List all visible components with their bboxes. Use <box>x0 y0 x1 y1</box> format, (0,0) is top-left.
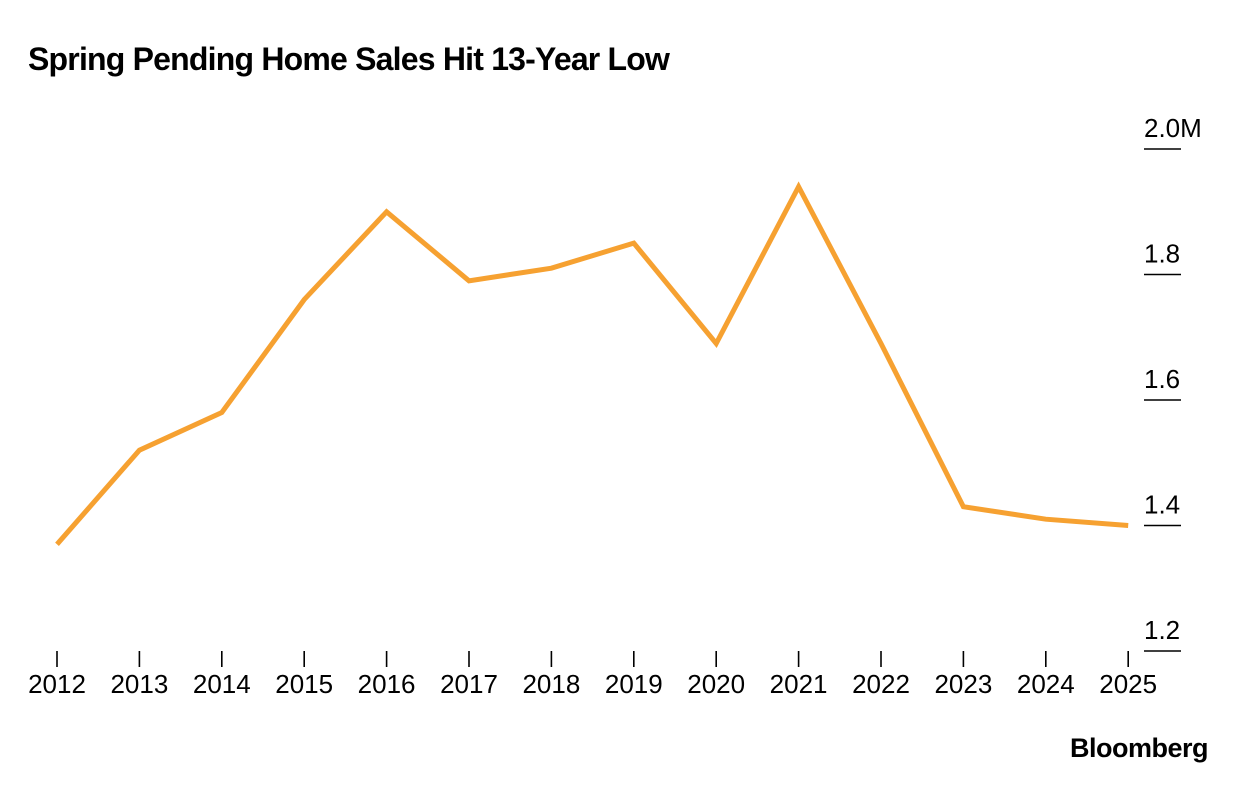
x-tick-label: 2019 <box>605 669 663 699</box>
x-axis: 2012 2013 2014 2015 2016 2017 2018 2019 2020 2021… <box>28 651 1157 699</box>
x-tick-label: 2021 <box>770 669 828 699</box>
x-tick-label: 2012 <box>28 669 86 699</box>
y-tick-label: 1.8 <box>1144 239 1180 269</box>
series-group <box>55 181 1129 546</box>
x-tick-label: 2023 <box>934 669 992 699</box>
y-tick-label: 2.0M <box>1144 113 1202 143</box>
y-tick-label: 1.4 <box>1144 490 1180 520</box>
x-tick-label: 2020 <box>687 669 745 699</box>
x-tick-label: 2013 <box>110 669 168 699</box>
y-axis: 2.0M 1.8 1.6 1.4 1.2 <box>1144 113 1202 652</box>
x-tick-label: 2025 <box>1099 669 1157 699</box>
y-tick-label: 1.2 <box>1144 615 1180 645</box>
x-tick-label: 2024 <box>1017 669 1075 699</box>
x-tick-label: 2016 <box>358 669 416 699</box>
x-tick-label: 2022 <box>852 669 910 699</box>
x-tick-label: 2015 <box>275 669 333 699</box>
chart-title: Spring Pending Home Sales Hit 13-Year Lo… <box>28 41 670 77</box>
x-tick-label: 2018 <box>522 669 580 699</box>
bloomberg-logo: Bloomberg <box>1069 733 1209 763</box>
series-line <box>55 181 1129 546</box>
x-tick-label: 2017 <box>440 669 498 699</box>
x-tick-label: 2014 <box>193 669 251 699</box>
y-tick-label: 1.6 <box>1144 364 1180 394</box>
